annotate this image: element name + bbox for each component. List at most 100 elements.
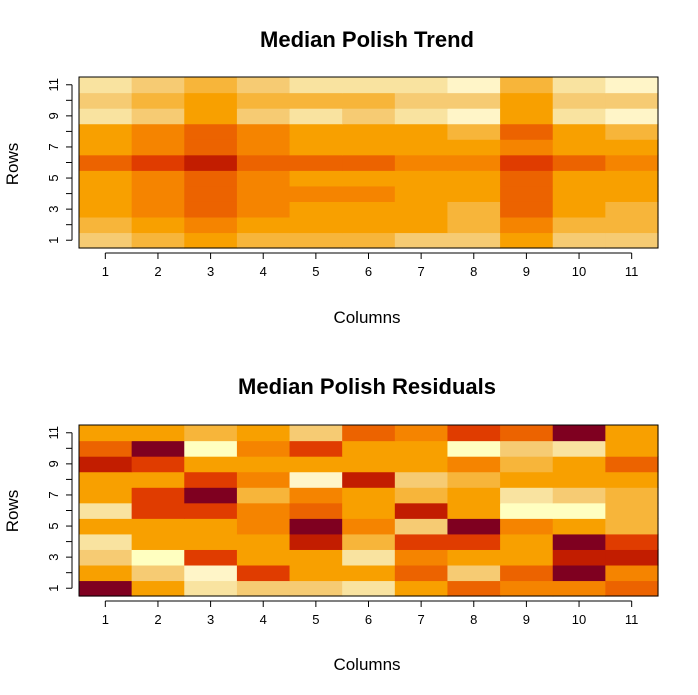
heatmap-cell-r4-c9 xyxy=(500,533,554,550)
x-tick-label: 8 xyxy=(470,612,477,627)
heatmap-cell-r8-c6 xyxy=(342,471,396,488)
heatmap-cell-r7-c3 xyxy=(184,139,238,156)
x-tick-label: 7 xyxy=(418,264,425,279)
heatmap-cell-r2-c3 xyxy=(184,564,238,582)
heatmap-cell-r10-c2 xyxy=(131,92,185,109)
heatmap-cell-r10-c7 xyxy=(394,92,449,109)
heatmap-cell-r3-c10 xyxy=(552,549,606,566)
heatmap-cell-r6-c10 xyxy=(552,154,606,171)
heatmap-cell-r2-c2 xyxy=(131,216,185,234)
heatmap-cell-r9-c8 xyxy=(447,108,501,125)
heatmap-cell-r1-c8 xyxy=(447,580,501,597)
heatmap-cell-r10-c6 xyxy=(342,92,396,109)
heatmap-cell-r11-c5 xyxy=(289,77,343,94)
heatmap-cell-r1-c2 xyxy=(131,580,185,597)
heatmap-cell-r3-c8 xyxy=(447,549,501,566)
heatmap-cell-r10-c9 xyxy=(500,92,554,109)
heatmap-cell-r2-c5 xyxy=(289,564,343,582)
heatmap-cell-r2-c11 xyxy=(605,564,659,582)
x-tick-label: 6 xyxy=(365,264,372,279)
heatmap-cell-r4-c8 xyxy=(447,533,501,550)
heatmap-cell-r5-c1 xyxy=(79,518,133,535)
heatmap-cell-r10-c1 xyxy=(79,440,133,457)
heatmap-cell-r10-c3 xyxy=(184,440,238,457)
heatmap-cell-r6-c10 xyxy=(552,502,606,519)
heatmap-cells xyxy=(79,425,659,597)
x-axis-label: Columns xyxy=(333,655,400,674)
heatmap-cell-r5-c7 xyxy=(394,170,449,187)
heatmap-cell-r8-c10 xyxy=(552,471,606,488)
heatmap-cell-r11-c4 xyxy=(236,77,291,94)
heatmap-cell-r8-c1 xyxy=(79,471,133,488)
heatmap-cell-r10-c1 xyxy=(79,92,133,109)
x-tick-label: 11 xyxy=(625,264,639,279)
heatmap-cell-r11-c1 xyxy=(79,425,133,442)
heatmap-cell-r1-c5 xyxy=(289,580,343,597)
heatmap-cell-r2-c6 xyxy=(342,564,396,582)
heatmap-cell-r8-c5 xyxy=(289,471,343,488)
y-tick-label: 11 xyxy=(46,78,61,92)
y-tick-label: 3 xyxy=(46,554,61,561)
heatmap-cell-r6-c5 xyxy=(289,502,343,519)
heatmap-cell-r3-c5 xyxy=(289,549,343,566)
heatmap-cell-r2-c8 xyxy=(447,564,501,582)
heatmap-cell-r7-c6 xyxy=(342,139,396,156)
heatmap-cell-r9-c7 xyxy=(394,108,449,125)
heatmap-cell-r3-c9 xyxy=(500,549,554,566)
heatmap-cell-r6-c3 xyxy=(184,502,238,519)
heatmap-cell-r3-c5 xyxy=(289,201,343,218)
heatmap-cell-r3-c1 xyxy=(79,549,133,566)
heatmap-cell-r1-c11 xyxy=(605,232,659,249)
heatmap-cell-r5-c9 xyxy=(500,518,554,535)
heatmap-cells xyxy=(79,77,659,249)
chart-title: Median Polish Trend xyxy=(260,27,474,52)
plot-frame xyxy=(78,76,659,249)
heatmap-cell-r10-c7 xyxy=(394,440,449,457)
heatmap-cell-r2-c10 xyxy=(552,564,606,582)
heatmap-cell-r1-c2 xyxy=(131,232,185,249)
heatmap-cell-r11-c7 xyxy=(394,425,449,442)
heatmap-cell-r8-c4 xyxy=(236,471,291,488)
heatmap-cell-r10-c10 xyxy=(552,92,606,109)
heatmap-cell-r6-c2 xyxy=(131,502,185,519)
heatmap-cell-r6-c11 xyxy=(605,502,659,519)
heatmap-cell-r8-c2 xyxy=(131,123,185,140)
heatmap-cell-r11-c9 xyxy=(500,425,554,442)
y-tick-label: 9 xyxy=(46,112,61,119)
heatmap-cell-r1-c6 xyxy=(342,580,396,597)
x-tick-label: 2 xyxy=(154,264,161,279)
heatmap-cell-r10-c9 xyxy=(500,440,554,457)
heatmap-cell-r10-c2 xyxy=(131,440,185,457)
heatmap-cell-r10-c11 xyxy=(605,440,659,457)
heatmap-cell-r4-c4 xyxy=(236,185,291,202)
heatmap-cell-r9-c2 xyxy=(131,456,185,473)
heatmap-cell-r3-c6 xyxy=(342,549,396,566)
heatmap-cell-r4-c2 xyxy=(131,185,185,202)
heatmap-cell-r2-c7 xyxy=(394,564,449,582)
heatmap-cell-r1-c9 xyxy=(500,232,554,249)
heatmap-cell-r9-c3 xyxy=(184,456,238,473)
heatmap-cell-r8-c3 xyxy=(184,471,238,488)
heatmap-cell-r1-c8 xyxy=(447,232,501,249)
heatmap-cell-r6-c3 xyxy=(184,154,238,171)
y-tick-label: 11 xyxy=(46,426,61,440)
heatmap-cell-r2-c8 xyxy=(447,216,501,234)
heatmap-cell-r7-c11 xyxy=(605,487,659,504)
heatmap-cell-r1-c1 xyxy=(79,232,133,249)
heatmap-cell-r9-c9 xyxy=(500,108,554,125)
heatmap-cell-r11-c10 xyxy=(552,425,606,442)
heatmap-cell-r5-c11 xyxy=(605,518,659,535)
heatmap-cell-r8-c1 xyxy=(79,123,133,140)
heatmap-cell-r8-c9 xyxy=(500,123,554,140)
heatmap-cell-r11-c9 xyxy=(500,77,554,94)
heatmap-cell-r5-c3 xyxy=(184,518,238,535)
heatmap-cell-r11-c2 xyxy=(131,425,185,442)
y-tick-label: 1 xyxy=(46,585,61,592)
x-tick-label: 4 xyxy=(260,264,267,279)
heatmap-cell-r10-c5 xyxy=(289,92,343,109)
heatmap-cell-r8-c8 xyxy=(447,471,501,488)
heatmap-cell-r4-c8 xyxy=(447,185,501,202)
heatmap-cell-r1-c4 xyxy=(236,580,291,597)
heatmap-cell-r5-c1 xyxy=(79,170,133,187)
y-tick-label: 3 xyxy=(46,206,61,213)
